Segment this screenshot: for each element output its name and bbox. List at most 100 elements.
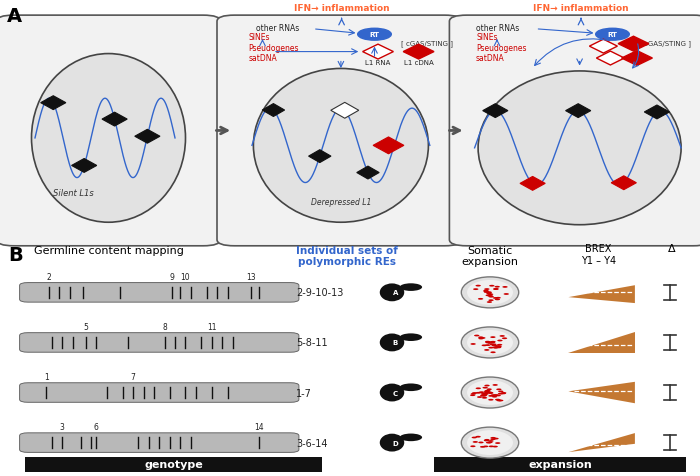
Ellipse shape (461, 327, 519, 358)
Text: [ cGAS/STING ]: [ cGAS/STING ] (401, 40, 453, 47)
Circle shape (485, 341, 490, 343)
Circle shape (483, 392, 489, 394)
Circle shape (486, 295, 491, 297)
Ellipse shape (32, 54, 186, 223)
Circle shape (493, 288, 498, 290)
Text: Derepressed L1: Derepressed L1 (311, 197, 371, 206)
Circle shape (484, 391, 489, 393)
Circle shape (489, 440, 493, 442)
Text: 6: 6 (94, 423, 99, 431)
Circle shape (489, 296, 494, 298)
FancyBboxPatch shape (434, 457, 686, 472)
Ellipse shape (461, 427, 519, 458)
Text: IFN→ inflammation: IFN→ inflammation (533, 4, 629, 13)
Circle shape (500, 393, 506, 395)
Circle shape (491, 437, 496, 439)
Circle shape (485, 342, 491, 344)
Circle shape (358, 29, 391, 41)
Circle shape (485, 390, 491, 392)
Circle shape (486, 301, 492, 303)
Circle shape (496, 400, 502, 402)
Circle shape (503, 294, 509, 295)
Circle shape (478, 442, 484, 444)
Circle shape (480, 446, 485, 448)
Text: IFN→ inflammation: IFN→ inflammation (294, 4, 389, 13)
Circle shape (489, 300, 493, 301)
Circle shape (484, 439, 489, 441)
Circle shape (496, 297, 500, 299)
Text: 2-9-10-13: 2-9-10-13 (296, 288, 344, 298)
Text: 3: 3 (60, 423, 64, 431)
Circle shape (483, 393, 489, 395)
Circle shape (470, 395, 475, 396)
Polygon shape (568, 433, 635, 452)
Circle shape (470, 446, 475, 447)
Text: Somatic
expansion: Somatic expansion (461, 245, 519, 267)
FancyBboxPatch shape (20, 383, 299, 403)
Polygon shape (331, 103, 359, 119)
Circle shape (596, 29, 629, 41)
Circle shape (400, 384, 422, 391)
Circle shape (497, 340, 503, 342)
Polygon shape (309, 150, 331, 163)
Circle shape (488, 296, 493, 297)
Circle shape (489, 347, 493, 349)
Circle shape (482, 397, 487, 399)
Circle shape (496, 347, 501, 348)
Circle shape (498, 391, 503, 393)
Ellipse shape (461, 277, 519, 308)
Polygon shape (611, 177, 636, 190)
Circle shape (470, 343, 476, 345)
Polygon shape (618, 37, 649, 52)
Circle shape (482, 395, 487, 396)
Circle shape (485, 390, 491, 392)
Text: RT: RT (370, 32, 379, 38)
Circle shape (474, 335, 480, 337)
Circle shape (477, 397, 482, 398)
Polygon shape (483, 104, 508, 119)
Circle shape (495, 399, 500, 401)
Circle shape (494, 394, 498, 396)
Ellipse shape (467, 430, 513, 455)
Circle shape (498, 393, 503, 395)
Circle shape (485, 345, 491, 346)
Polygon shape (403, 45, 434, 60)
Circle shape (481, 393, 486, 395)
Circle shape (492, 396, 497, 398)
Text: 13: 13 (246, 273, 256, 281)
Circle shape (480, 395, 485, 397)
Circle shape (487, 342, 493, 344)
Circle shape (472, 436, 477, 438)
Text: B: B (393, 340, 398, 346)
Polygon shape (596, 52, 624, 66)
Text: 3-6-14: 3-6-14 (296, 438, 328, 447)
Text: 2: 2 (47, 273, 51, 281)
Ellipse shape (467, 280, 513, 305)
Text: 7: 7 (131, 373, 135, 382)
Text: expansion: expansion (528, 459, 592, 469)
Circle shape (478, 338, 484, 340)
Circle shape (475, 387, 481, 389)
Circle shape (487, 342, 493, 344)
Circle shape (478, 337, 484, 338)
Circle shape (488, 399, 494, 401)
Circle shape (494, 438, 498, 439)
Polygon shape (589, 40, 617, 54)
Circle shape (489, 342, 494, 343)
Circle shape (484, 390, 489, 392)
Text: other RNAs: other RNAs (256, 24, 299, 33)
Polygon shape (520, 177, 545, 191)
Polygon shape (622, 51, 652, 66)
Circle shape (487, 392, 493, 394)
Circle shape (479, 391, 484, 393)
FancyBboxPatch shape (449, 16, 700, 246)
Circle shape (490, 337, 496, 338)
Ellipse shape (379, 384, 405, 402)
Text: other RNAs: other RNAs (476, 24, 519, 33)
Circle shape (493, 347, 498, 349)
FancyBboxPatch shape (20, 333, 299, 352)
Circle shape (502, 337, 508, 339)
FancyBboxPatch shape (0, 16, 220, 246)
Polygon shape (41, 97, 66, 110)
Polygon shape (71, 159, 97, 173)
